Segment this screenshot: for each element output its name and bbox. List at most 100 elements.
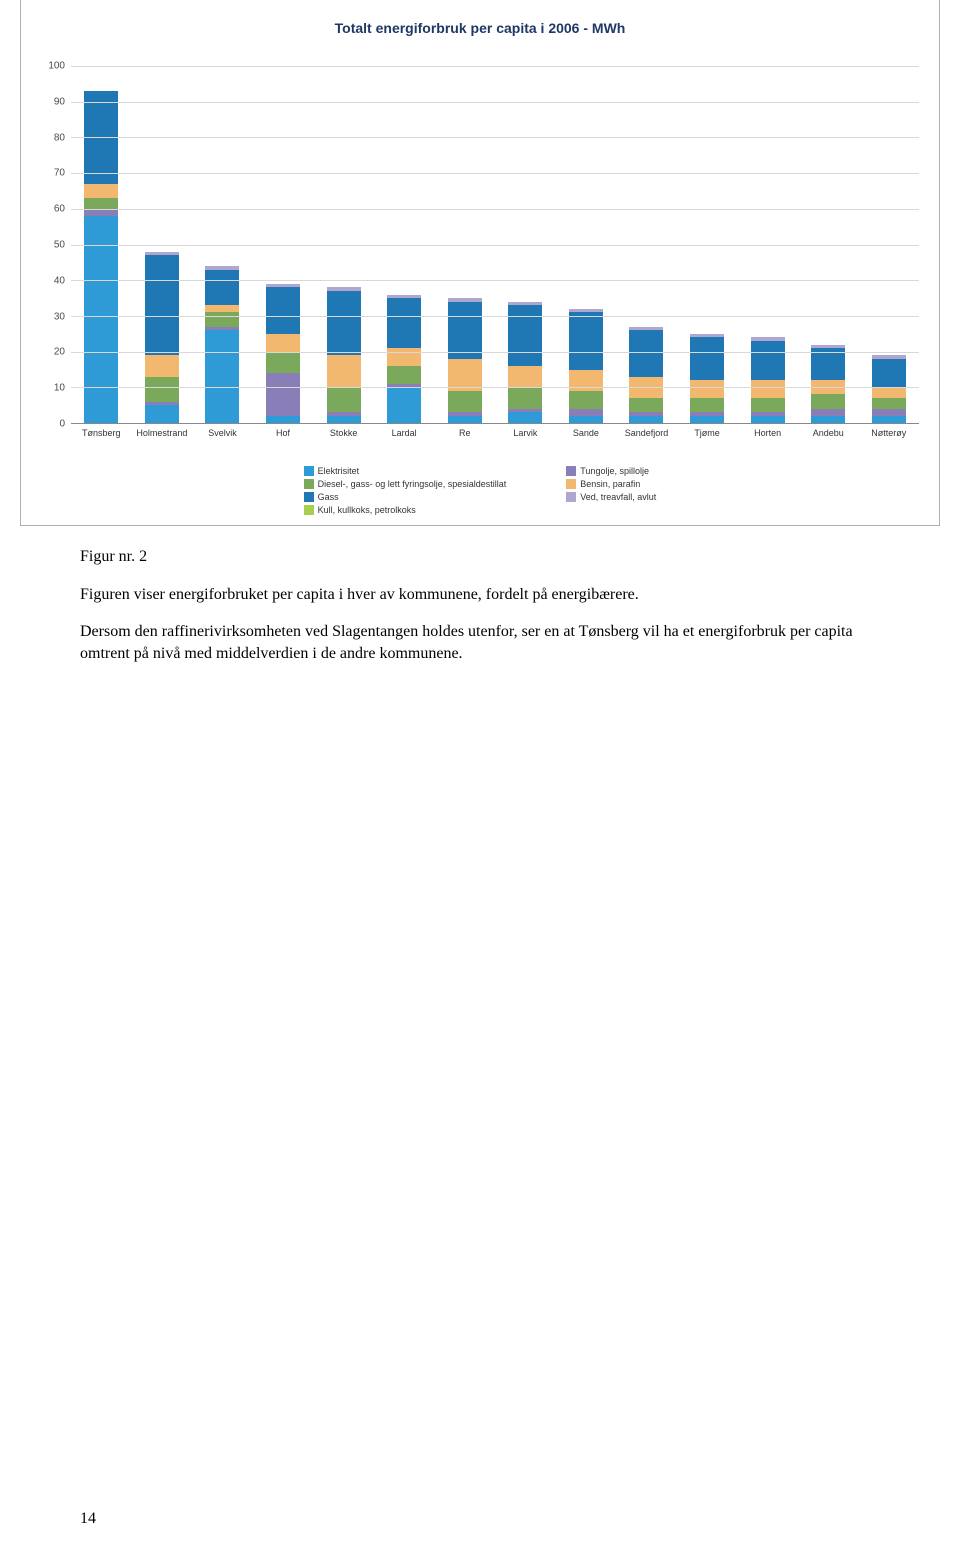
bar-segment-elektrisitet <box>448 416 482 423</box>
bar-segment-elektrisitet <box>751 416 785 423</box>
legend-swatch <box>566 466 576 476</box>
legend-column-right: Tungolje, spillolje Bensin, parafin Ved, t… <box>566 466 656 515</box>
y-tick-label: 0 <box>59 419 65 430</box>
legend-item: Ved, treavfall, avlut <box>566 492 656 502</box>
bar-segment-elektrisitet <box>508 412 542 423</box>
x-tick-label: Tønsberg <box>71 424 132 446</box>
gridline <box>71 280 919 281</box>
bar-segment-gass <box>629 330 663 376</box>
bar-segment-elektrisitet <box>327 416 361 423</box>
bar-segment-diesel <box>751 398 785 412</box>
legend-swatch <box>566 492 576 502</box>
gridline <box>71 245 919 246</box>
legend-swatch <box>304 505 314 515</box>
legend-label: Elektrisitet <box>318 466 360 476</box>
gridline <box>71 352 919 353</box>
bar-segment-bensin <box>508 366 542 387</box>
legend-item: Diesel-, gass- og lett fyringsolje, spes… <box>304 479 507 489</box>
bar-segment-diesel <box>266 352 300 373</box>
legend-item: Tungolje, spillolje <box>566 466 656 476</box>
bar-segment-tungolje <box>872 409 906 416</box>
bar-segment-diesel <box>387 366 421 384</box>
bar-segment-gass <box>872 359 906 388</box>
y-tick-label: 90 <box>54 96 65 107</box>
bar-segment-bensin <box>145 355 179 376</box>
y-tick-label: 10 <box>54 383 65 394</box>
bar-segment-diesel <box>327 387 361 412</box>
bar-segment-elektrisitet <box>387 387 421 423</box>
y-tick-label: 80 <box>54 132 65 143</box>
x-tick-label: Svelvik <box>192 424 253 446</box>
y-axis: 0102030405060708090100 <box>31 66 71 424</box>
legend-swatch <box>304 466 314 476</box>
bar-segment-diesel <box>629 398 663 412</box>
bar-segment-gass <box>811 348 845 380</box>
y-tick-label: 30 <box>54 311 65 322</box>
bar-segment-elektrisitet <box>205 330 239 423</box>
y-tick-label: 60 <box>54 204 65 215</box>
bar-segment-gass <box>751 341 785 380</box>
legend-label: Diesel-, gass- og lett fyringsolje, spes… <box>318 479 507 489</box>
x-tick-label: Re <box>434 424 495 446</box>
bar-segment-diesel <box>872 398 906 409</box>
legend-label: Kull, kullkoks, petrolkoks <box>318 505 416 515</box>
chart-frame: Totalt energiforbruk per capita i 2006 -… <box>20 0 940 526</box>
bar-segment-bensin <box>751 380 785 398</box>
legend-item: Gass <box>304 492 507 502</box>
page-number: 14 <box>80 1510 96 1528</box>
bar-segment-bensin <box>448 359 482 391</box>
gridline <box>71 316 919 317</box>
bar-segment-bensin <box>266 334 300 352</box>
caption-line-2: Dersom den raffinerivirksomheten ved Sla… <box>80 621 880 664</box>
bar-segment-diesel <box>448 391 482 412</box>
plot-grid <box>71 66 919 424</box>
bar-segment-elektrisitet <box>266 416 300 423</box>
x-tick-label: Tjøme <box>677 424 738 446</box>
bar-segment-bensin <box>690 380 724 398</box>
bar-segment-diesel <box>569 391 603 409</box>
bar-segment-bensin <box>84 184 118 198</box>
bar-segment-elektrisitet <box>872 416 906 423</box>
bar-segment-diesel <box>690 398 724 412</box>
bar-segment-gass <box>266 287 300 333</box>
bar-segment-elektrisitet <box>629 416 663 423</box>
gridline <box>71 209 919 210</box>
bar-segment-elektrisitet <box>84 216 118 423</box>
gridline <box>71 102 919 103</box>
gridline <box>71 387 919 388</box>
legend-label: Ved, treavfall, avlut <box>580 492 656 502</box>
bar-segment-diesel <box>508 387 542 408</box>
bar-segment-elektrisitet <box>569 416 603 423</box>
bar-segment-gass <box>569 312 603 369</box>
bar-segment-diesel <box>811 394 845 408</box>
bar-segment-gass <box>508 305 542 366</box>
gridline <box>71 173 919 174</box>
legend-item: Elektrisitet <box>304 466 507 476</box>
x-tick-label: Andebu <box>798 424 859 446</box>
bar-segment-elektrisitet <box>690 416 724 423</box>
bar-segment-tungolje <box>84 209 118 216</box>
legend-item: Bensin, parafin <box>566 479 656 489</box>
caption-heading: Figur nr. 2 <box>80 546 880 568</box>
x-tick-label: Stokke <box>313 424 374 446</box>
bar-segment-gass <box>145 255 179 355</box>
bar-segment-bensin <box>872 387 906 398</box>
legend-label: Gass <box>318 492 339 502</box>
plot-area: 0102030405060708090100 TønsbergHolmestra… <box>71 66 919 446</box>
x-tick-label: Lardal <box>374 424 435 446</box>
bar-segment-bensin <box>327 355 361 387</box>
y-tick-label: 100 <box>48 61 65 72</box>
bar-segment-diesel <box>84 198 118 209</box>
x-axis-labels: TønsbergHolmestrandSvelvikHofStokkeLarda… <box>71 424 919 446</box>
x-tick-label: Sandefjord <box>616 424 677 446</box>
legend-column-left: Elektrisitet Diesel-, gass- og lett fyrin… <box>304 466 507 515</box>
bar-segment-tungolje <box>569 409 603 416</box>
legend: Elektrisitet Diesel-, gass- og lett fyrin… <box>21 466 939 515</box>
y-tick-label: 50 <box>54 240 65 251</box>
legend-label: Tungolje, spillolje <box>580 466 649 476</box>
y-tick-label: 20 <box>54 347 65 358</box>
bar-segment-gass <box>448 302 482 359</box>
bar-segment-gass <box>205 270 239 306</box>
legend-swatch <box>304 492 314 502</box>
bar-segment-diesel <box>145 377 179 402</box>
